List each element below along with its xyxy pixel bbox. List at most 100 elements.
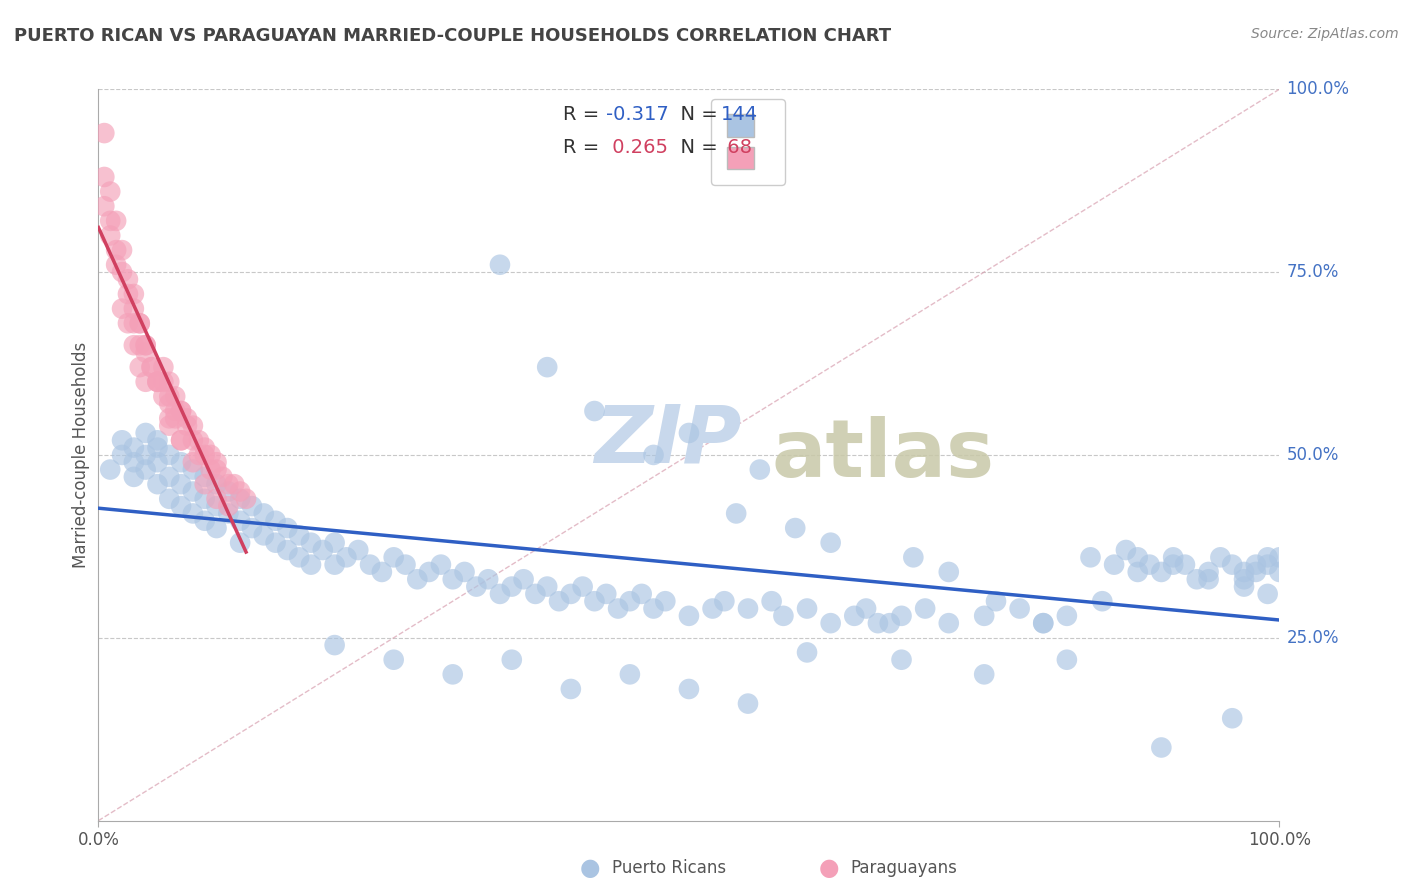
Point xyxy=(157,375,180,389)
Point xyxy=(643,448,665,462)
Point xyxy=(536,360,558,375)
Point xyxy=(560,587,582,601)
Point xyxy=(1220,558,1243,572)
Point xyxy=(890,653,912,667)
Point xyxy=(146,434,169,448)
Point xyxy=(890,608,912,623)
Point xyxy=(128,316,150,330)
Point xyxy=(678,425,700,440)
Text: ●: ● xyxy=(581,856,600,880)
Point xyxy=(560,681,582,696)
Text: atlas: atlas xyxy=(772,416,994,494)
Point xyxy=(441,667,464,681)
Point xyxy=(146,477,169,491)
Point xyxy=(152,389,174,403)
Point xyxy=(194,470,217,484)
Text: Paraguayans: Paraguayans xyxy=(851,859,957,877)
Point xyxy=(1102,558,1125,572)
Point xyxy=(122,338,145,352)
Point xyxy=(796,645,818,659)
Point xyxy=(211,470,233,484)
Point xyxy=(128,360,150,375)
Point xyxy=(135,345,157,359)
Point xyxy=(1091,594,1114,608)
Point xyxy=(1080,550,1102,565)
Point xyxy=(501,653,523,667)
Point xyxy=(761,594,783,608)
Point xyxy=(1185,572,1208,586)
Point xyxy=(135,462,157,476)
Text: PUERTO RICAN VS PARAGUAYAN MARRIED-COUPLE HOUSEHOLDS CORRELATION CHART: PUERTO RICAN VS PARAGUAYAN MARRIED-COUPL… xyxy=(14,27,891,45)
Point xyxy=(903,550,925,565)
Point xyxy=(111,243,134,257)
Point xyxy=(938,565,960,579)
Point xyxy=(93,169,115,184)
Point xyxy=(264,514,287,528)
Point xyxy=(855,601,877,615)
Point xyxy=(1161,558,1184,572)
Point xyxy=(501,580,523,594)
Point xyxy=(1161,550,1184,565)
Point xyxy=(1198,565,1220,579)
Point xyxy=(135,338,157,352)
Point xyxy=(938,616,960,631)
Text: 0.265: 0.265 xyxy=(606,138,668,157)
Point xyxy=(1233,565,1256,579)
Text: 50.0%: 50.0% xyxy=(1286,446,1339,464)
Point xyxy=(122,316,145,330)
Text: Source: ZipAtlas.com: Source: ZipAtlas.com xyxy=(1251,27,1399,41)
Point xyxy=(170,434,193,448)
Point xyxy=(253,528,276,542)
Point xyxy=(571,580,593,594)
Point xyxy=(1209,550,1232,565)
Point xyxy=(229,514,252,528)
Point xyxy=(1139,558,1161,572)
Point xyxy=(117,316,139,330)
Text: ●: ● xyxy=(820,856,839,880)
Point xyxy=(630,587,652,601)
Point xyxy=(288,528,311,542)
Point xyxy=(181,507,204,521)
Point xyxy=(418,565,440,579)
Point xyxy=(820,616,842,631)
Point xyxy=(394,558,416,572)
Point xyxy=(548,594,571,608)
Point xyxy=(181,455,204,469)
Point xyxy=(453,565,475,579)
Point xyxy=(785,521,807,535)
Point xyxy=(1257,558,1279,572)
Point xyxy=(146,375,169,389)
Point xyxy=(122,455,145,469)
Point xyxy=(170,404,193,418)
Text: 75.0%: 75.0% xyxy=(1286,263,1339,281)
Point xyxy=(382,653,405,667)
Text: 68: 68 xyxy=(721,138,752,157)
Point xyxy=(181,434,204,448)
Point xyxy=(157,448,180,462)
Point xyxy=(583,594,606,608)
Text: 100.0%: 100.0% xyxy=(1286,80,1350,98)
Point xyxy=(973,608,995,623)
Point xyxy=(205,462,228,476)
Point xyxy=(135,338,157,352)
Point xyxy=(122,287,145,301)
Y-axis label: Married-couple Households: Married-couple Households xyxy=(72,342,90,568)
Point xyxy=(382,550,405,565)
Point xyxy=(111,301,134,316)
Point xyxy=(141,360,163,375)
Point xyxy=(111,448,134,462)
Point xyxy=(772,608,794,623)
Point xyxy=(406,572,429,586)
Point xyxy=(702,601,724,615)
Point xyxy=(1257,550,1279,565)
Point xyxy=(844,608,866,623)
Point xyxy=(194,514,217,528)
Point xyxy=(299,558,322,572)
Point xyxy=(135,448,157,462)
Text: R =: R = xyxy=(562,138,605,157)
Text: N =: N = xyxy=(668,138,724,157)
Point xyxy=(323,638,346,652)
Point xyxy=(1174,558,1197,572)
Point xyxy=(146,375,169,389)
Point xyxy=(111,434,134,448)
